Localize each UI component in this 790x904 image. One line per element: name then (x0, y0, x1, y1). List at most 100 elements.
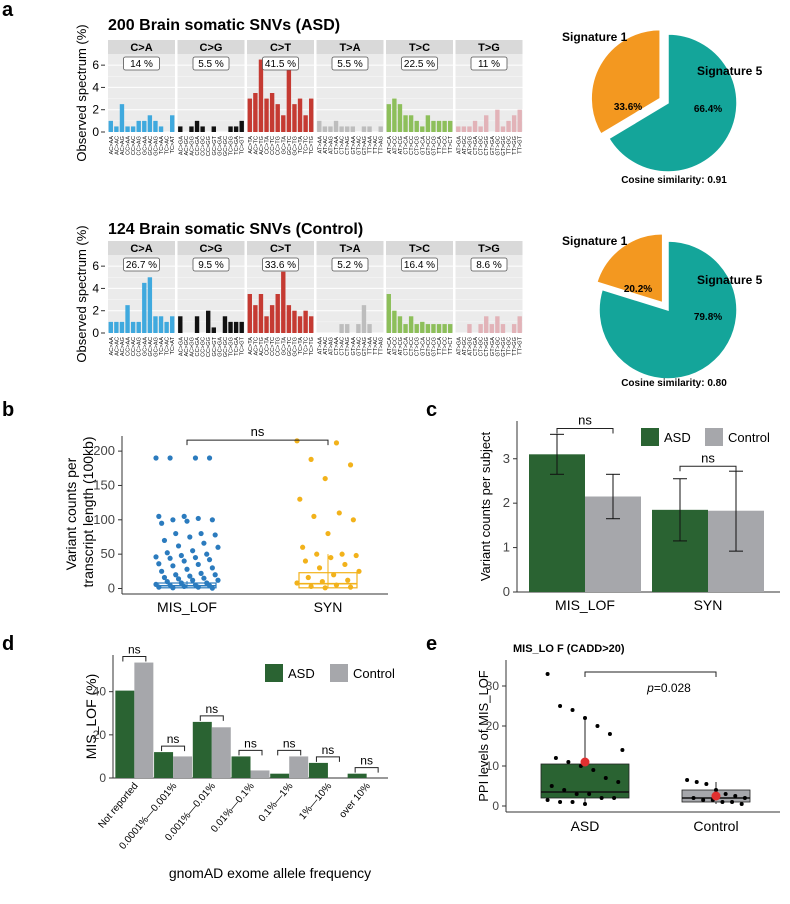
bar (189, 126, 194, 132)
x-tick-label: TC>AA (159, 136, 165, 154)
p-value: =0.028 (654, 681, 691, 695)
data-point (164, 550, 170, 556)
bar (239, 321, 244, 333)
bar (270, 773, 290, 778)
data-point (599, 796, 604, 800)
significance-label: ns (701, 450, 715, 465)
data-point (215, 544, 221, 550)
pie-slice (595, 233, 664, 304)
x-tick-label: GC>GC (223, 337, 229, 357)
data-point (192, 554, 199, 561)
bar (495, 109, 500, 132)
axis-title-y: PPI levels of MIS_LOF (476, 670, 491, 802)
y-tick-label: 150 (93, 477, 115, 492)
x-tick-label: TC>GA (234, 136, 240, 155)
data-point (570, 708, 575, 712)
y-tick-label: 2 (92, 103, 99, 117)
x-tick-label: SYN (694, 597, 723, 613)
x-tick-label: GT>GC (495, 337, 501, 356)
bar (154, 752, 174, 778)
x-tick-label: GC>GT (212, 336, 218, 356)
x-tick-label: GC>GT (212, 135, 218, 155)
bar (386, 104, 391, 132)
x-tick-label: AT>GG (467, 136, 473, 155)
data-point (184, 518, 190, 524)
pie-caption: Cosine similarity: 0.91 (621, 175, 727, 186)
x-tick-label: CC>GA (195, 136, 201, 156)
bar (292, 310, 297, 333)
data-point (701, 798, 706, 802)
chart-e-ppi-levels: MIS_LO F (CADD>20) p=0.028 PPI levels of… (476, 643, 780, 834)
x-tick-label: TC>GG (229, 136, 235, 155)
x-tick-label: CT>CC (409, 136, 415, 155)
data-point (566, 760, 571, 764)
chart-c-counts-per-subject: Variant counts per subject 0 1 2 3 MIS_LOF ns S… (478, 413, 780, 613)
bar (289, 756, 309, 778)
x-tick-label: GT>AC (356, 136, 362, 155)
x-tick-label: TT>CC (443, 337, 449, 355)
bar (192, 721, 212, 778)
data-point (178, 552, 184, 559)
data-point (353, 552, 359, 559)
bar (178, 126, 183, 132)
bar (506, 120, 511, 132)
facet-label: C>T (270, 42, 291, 54)
x-tick-label: GC>AA (142, 337, 148, 356)
bar (269, 305, 275, 333)
x-tick-label: AT>GA (456, 136, 462, 154)
y-tick-label: 0 (492, 799, 499, 813)
bar (517, 316, 522, 333)
x-tick-label: GT>AG (362, 136, 368, 155)
data-point (156, 513, 162, 519)
bar (408, 115, 414, 132)
bar (286, 59, 292, 133)
x-tick-label: TC>AC (165, 136, 171, 155)
x-tick-label: GC>TC (287, 337, 293, 356)
pie-slice-text-signature-1: 20.2% (624, 284, 652, 295)
x-tick-label: AC>GA (178, 136, 184, 155)
significance-bracket (679, 465, 737, 472)
data-point (616, 780, 621, 784)
data-point (209, 585, 215, 591)
data-point (195, 515, 201, 522)
x-tick-label: TT>AA (368, 136, 374, 154)
data-point (195, 584, 201, 590)
data-point (294, 580, 300, 586)
x-tick-label: GC>AG (153, 136, 159, 156)
x-tick-label: TC>TC (304, 337, 310, 355)
x-tick-label: GC>GC (223, 136, 229, 156)
percent-box (470, 56, 508, 71)
bar (158, 126, 164, 132)
x-tick-label: TC>GT (240, 135, 246, 154)
bar (414, 120, 419, 132)
x-tick-label: AC>AA (109, 136, 115, 155)
x-tick-label: TT>GT (518, 135, 524, 153)
x-tick-label: TC>TC (304, 136, 310, 154)
data-point (206, 557, 213, 563)
data-point (173, 530, 179, 537)
x-tick-label: CT>CG (415, 337, 421, 356)
percent-box (123, 257, 160, 272)
bar (142, 282, 147, 333)
bar (392, 310, 397, 333)
facet-percent: 11 % (478, 59, 500, 70)
bar (130, 126, 136, 132)
bar (250, 770, 270, 778)
x-tick-label: AT>GG (467, 337, 473, 356)
bar (206, 310, 211, 333)
x-tick-label: GC>AA (142, 136, 148, 155)
x-tick-label: CT>GC (479, 337, 485, 356)
data-point (195, 561, 201, 568)
x-tick-label: AC>GA (178, 337, 184, 356)
x-tick-label: AT>CC (392, 136, 398, 154)
bar (328, 126, 333, 132)
x-tick-label: CT>AA (334, 337, 340, 355)
facet-percent: 5.5 % (337, 59, 363, 70)
x-tick-label: CT>GC (479, 136, 485, 155)
data-point (181, 558, 187, 564)
bar (339, 126, 344, 132)
bar (114, 321, 119, 333)
x-tick-label: SYN (314, 599, 343, 615)
data-point (558, 704, 563, 708)
